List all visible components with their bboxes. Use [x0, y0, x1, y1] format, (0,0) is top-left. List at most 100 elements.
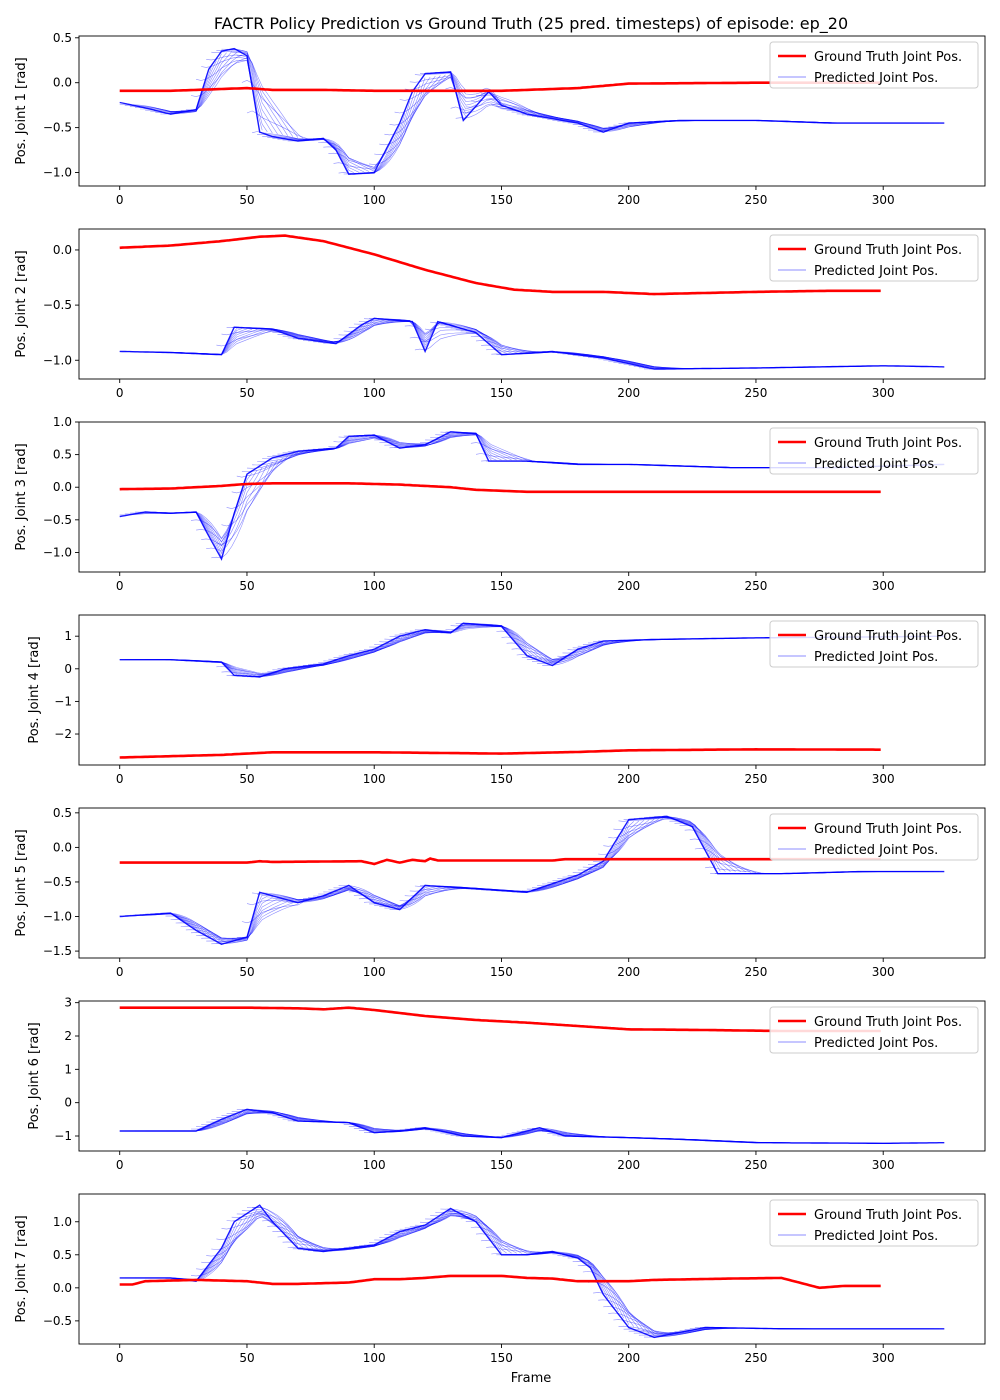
- x-tick-label: 50: [239, 772, 254, 786]
- y-tick-label: 1: [64, 629, 72, 643]
- x-tick-label: 300: [872, 1158, 895, 1172]
- axes-frame-joint-7: [78, 1193, 986, 1345]
- legend-box: [769, 234, 979, 282]
- legend-label-predicted: Predicted Joint Pos.: [814, 457, 938, 472]
- x-tick-label: 250: [745, 772, 768, 786]
- predicted-line-joint-5: [598, 818, 660, 855]
- axes-frame-joint-2: [78, 228, 986, 380]
- y-axis-label-joint-4: Pos. Joint 4 [rad]: [27, 636, 42, 743]
- x-tick-label: 300: [872, 193, 895, 207]
- legend-label-ground-truth: Ground Truth Joint Pos.: [814, 1208, 962, 1223]
- x-tick-label: 150: [490, 965, 513, 979]
- predicted-line-joint-3: [425, 434, 487, 456]
- predicted-line-joint-7: [384, 1212, 446, 1236]
- predicted-line-joint-1: [379, 75, 441, 146]
- y-tick-label: −1.0: [43, 353, 72, 367]
- axes-frame-joint-3: [78, 421, 986, 573]
- x-tick-label: 50: [239, 193, 254, 207]
- y-tick-label: −0.5: [43, 1314, 72, 1328]
- predicted-line-joint-5: [674, 822, 736, 872]
- predicted-line-joint-2: [206, 329, 268, 355]
- y-tick-label: −0.5: [43, 513, 72, 527]
- x-tick-label: 300: [872, 965, 895, 979]
- ground-truth-line-joint-6: [119, 1006, 881, 1033]
- x-tick-label: 150: [490, 386, 513, 400]
- y-axis-label-joint-2: Pos. Joint 2 [rad]: [14, 250, 29, 357]
- predicted-line-joint-7: [598, 1299, 660, 1336]
- axes-frame-joint-1: [78, 35, 986, 187]
- x-tick-label: 0: [116, 1351, 124, 1365]
- predicted-line-joint-2: [470, 335, 533, 353]
- y-tick-label: 2: [64, 1029, 72, 1043]
- predicted-line-joint-5: [328, 888, 390, 907]
- predicted-trend-joint-1: [119, 47, 945, 176]
- y-tick-label: 1: [64, 1062, 72, 1076]
- predicted-line-joint-5: [669, 820, 731, 872]
- legend-joint-5: Ground Truth Joint Pos. Predicted Joint P…: [769, 813, 979, 861]
- y-tick-label: −1: [54, 1129, 72, 1143]
- predicted-line-joint-1: [282, 138, 344, 164]
- predicted-line-joint-1: [170, 51, 232, 113]
- subplot-joint-1: 0 50 100 150 200 250 300 0.5 0.0 −0.5 −1.0 Pos. Joi…: [14, 31, 986, 207]
- x-axis-label: Frame: [511, 1371, 552, 1386]
- axes-frame-joint-5: [78, 807, 986, 959]
- subplot-joint-6: 0 50 100 150 200 250 300 3 2 1 0 −1 Pos. Joint 6 [ra…: [27, 996, 986, 1172]
- legend-label-predicted: Predicted Joint Pos.: [814, 843, 938, 858]
- predicted-line-joint-5: [542, 861, 604, 885]
- y-tick-label: −0.5: [43, 875, 72, 889]
- y-tick-label: 0: [64, 662, 72, 676]
- axes-frame-joint-4: [78, 614, 986, 766]
- predicted-line-joint-3: [190, 472, 253, 540]
- legend-box: [769, 813, 979, 861]
- predicted-series-joint-4: [119, 622, 945, 678]
- legend-joint-1: Ground Truth Joint Pos. Predicted Joint P…: [769, 41, 979, 89]
- x-tick-label: 250: [745, 965, 768, 979]
- x-tick-label: 50: [239, 579, 254, 593]
- y-tick-label: 0.5: [53, 448, 72, 462]
- predicted-line-joint-5: [593, 818, 655, 863]
- y-tick-label: −1.0: [43, 166, 72, 180]
- x-tick-label: 250: [745, 579, 768, 593]
- predicted-line-joint-7: [409, 1214, 471, 1227]
- x-tick-label: 250: [745, 386, 768, 400]
- y-tick-label: 1.0: [53, 415, 72, 429]
- predicted-series-joint-6: [119, 1108, 945, 1144]
- predicted-line-joint-2: [343, 321, 405, 332]
- predicted-line-joint-7: [282, 1241, 344, 1249]
- y-tick-label: 0.0: [53, 480, 72, 494]
- legend-box: [769, 1006, 979, 1054]
- predicted-line-joint-1: [394, 76, 456, 114]
- predicted-line-joint-3: [323, 437, 385, 449]
- subplot-joint-4: 0 50 100 150 200 250 300 1 0 −1 −2 Pos. Joint 4 [ra…: [27, 614, 986, 786]
- y-tick-label: −1.0: [43, 545, 72, 559]
- predicted-line-joint-5: [684, 829, 746, 873]
- predicted-line-joint-3: [465, 433, 528, 461]
- x-tick-label: 150: [490, 193, 513, 207]
- predicted-line-joint-5: [185, 929, 248, 939]
- x-tick-label: 200: [617, 1351, 640, 1365]
- predicted-line-joint-2: [211, 330, 273, 355]
- y-tick-label: 0.0: [53, 243, 72, 257]
- y-tick-label: −1.5: [43, 944, 72, 958]
- predicted-line-joint-3: [470, 442, 533, 461]
- predicted-line-joint-7: [430, 1212, 492, 1241]
- predicted-line-joint-5: [226, 901, 288, 941]
- x-tick-label: 250: [745, 193, 768, 207]
- y-tick-label: 0.0: [53, 76, 72, 90]
- y-tick-label: 0.0: [53, 1281, 72, 1295]
- predicted-line-joint-1: [358, 84, 421, 174]
- predicted-line-joint-7: [608, 1312, 670, 1334]
- predicted-line-joint-5: [394, 887, 456, 907]
- predicted-line-joint-1: [216, 49, 278, 135]
- predicted-line-joint-5: [175, 922, 237, 940]
- x-tick-label: 200: [617, 965, 640, 979]
- x-tick-label: 100: [363, 579, 386, 593]
- predicted-line-joint-4: [333, 639, 395, 659]
- x-tick-label: 0: [116, 772, 124, 786]
- predicted-line-joint-5: [531, 867, 594, 888]
- legend-joint-7: Ground Truth Joint Pos. Predicted Joint P…: [769, 1199, 979, 1247]
- x-tick-label: 300: [872, 386, 895, 400]
- predicted-line-joint-1: [374, 76, 436, 156]
